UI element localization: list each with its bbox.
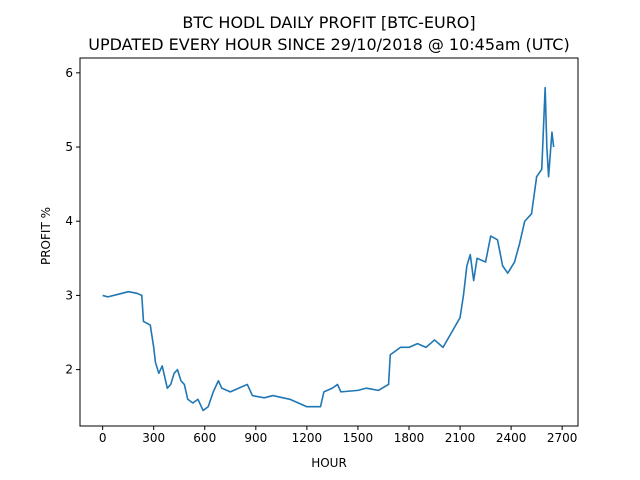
x-tick-label: 0 [99, 431, 107, 445]
x-tick-label: 1800 [394, 431, 425, 445]
y-tick-label: 4 [65, 214, 73, 228]
x-axis-label: HOUR [311, 456, 347, 470]
chart-title: BTC HODL DAILY PROFIT [BTC-EURO] [182, 13, 475, 32]
y-tick-label: 5 [65, 140, 73, 154]
data-line [102, 86, 555, 412]
x-tick-label: 2700 [547, 431, 578, 445]
y-axis-label: PROFIT % [39, 207, 53, 265]
y-tick-label: 3 [65, 288, 73, 302]
plot-frame [79, 57, 579, 427]
x-tick-label: 2400 [496, 431, 527, 445]
y-tick-label: 6 [65, 66, 73, 80]
x-tick-label: 1500 [343, 431, 374, 445]
x-tick-label: 1200 [292, 431, 323, 445]
x-tick-label: 300 [142, 431, 165, 445]
x-tick-label: 600 [193, 431, 216, 445]
x-tick-label: 2100 [445, 431, 476, 445]
x-tick-label: 900 [244, 431, 267, 445]
chart-subtitle: UPDATED EVERY HOUR SINCE 29/10/2018 @ 10… [88, 35, 569, 54]
y-tick-label: 2 [65, 363, 73, 377]
